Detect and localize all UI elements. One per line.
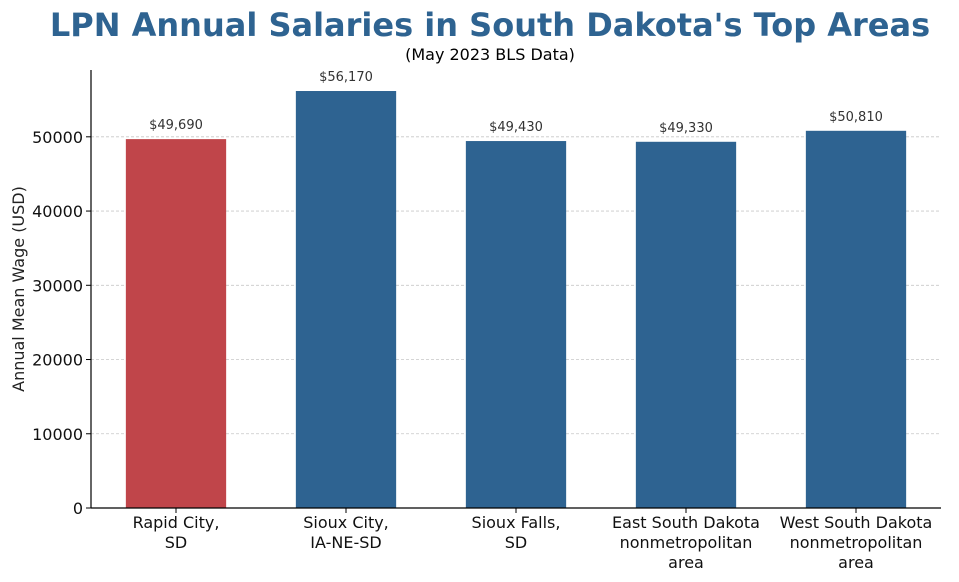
x-tick-label-line: Sioux Falls, bbox=[472, 513, 561, 532]
bars bbox=[125, 91, 907, 508]
chart-title: LPN Annual Salaries in South Dakota's To… bbox=[50, 6, 930, 44]
y-axis-label: Annual Mean Wage (USD) bbox=[9, 186, 28, 392]
y-tick-label: 50000 bbox=[32, 128, 83, 147]
x-tick-label: West South Dakota nonmetropolitan area bbox=[780, 513, 933, 572]
x-tick-label-line: area bbox=[668, 553, 704, 572]
bar-value-label: $49,690 bbox=[149, 118, 203, 133]
bar bbox=[635, 141, 737, 508]
y-tick-label: 10000 bbox=[32, 425, 83, 444]
x-tick-label: Sioux Falls, SD bbox=[472, 513, 561, 552]
bar bbox=[805, 130, 907, 508]
x-tick-label-line: East South Dakota bbox=[612, 513, 760, 532]
x-tick-label-line: IA-NE-SD bbox=[310, 533, 381, 552]
x-tick-label-line: West South Dakota bbox=[780, 513, 933, 532]
x-tick-label: East South Dakota nonmetropolitan area bbox=[612, 513, 760, 572]
x-tick-label: Rapid City, SD bbox=[133, 513, 220, 552]
bar bbox=[465, 141, 567, 508]
value-labels: $49,690 $56,170 $49,430 $49,330 $50,810 bbox=[149, 70, 883, 136]
x-tick-label-line: Sioux City, bbox=[303, 513, 389, 532]
y-tick-label: 30000 bbox=[32, 276, 83, 295]
bar-value-label: $50,810 bbox=[829, 110, 883, 125]
bar-value-label: $56,170 bbox=[319, 70, 373, 85]
bar-value-label: $49,430 bbox=[489, 120, 543, 135]
x-tick-label: Sioux City, IA-NE-SD bbox=[303, 513, 389, 552]
x-tick-label-line: Rapid City, bbox=[133, 513, 220, 532]
chart-subtitle: (May 2023 BLS Data) bbox=[405, 45, 575, 64]
y-tick-label: 0 bbox=[73, 499, 83, 518]
bar bbox=[125, 139, 227, 508]
bar bbox=[295, 91, 397, 508]
y-tick-label: 40000 bbox=[32, 202, 83, 221]
x-tick-label-line: SD bbox=[505, 533, 527, 552]
x-tick-label-line: SD bbox=[165, 533, 187, 552]
y-tick-label: 20000 bbox=[32, 351, 83, 370]
x-tick-label-line: area bbox=[838, 553, 874, 572]
bar-value-label: $49,330 bbox=[659, 121, 713, 136]
x-tick-label-line: nonmetropolitan bbox=[790, 533, 923, 552]
y-axis-ticks: 0 10000 20000 30000 40000 50000 bbox=[32, 128, 91, 518]
x-tick-label-line: nonmetropolitan bbox=[620, 533, 753, 552]
